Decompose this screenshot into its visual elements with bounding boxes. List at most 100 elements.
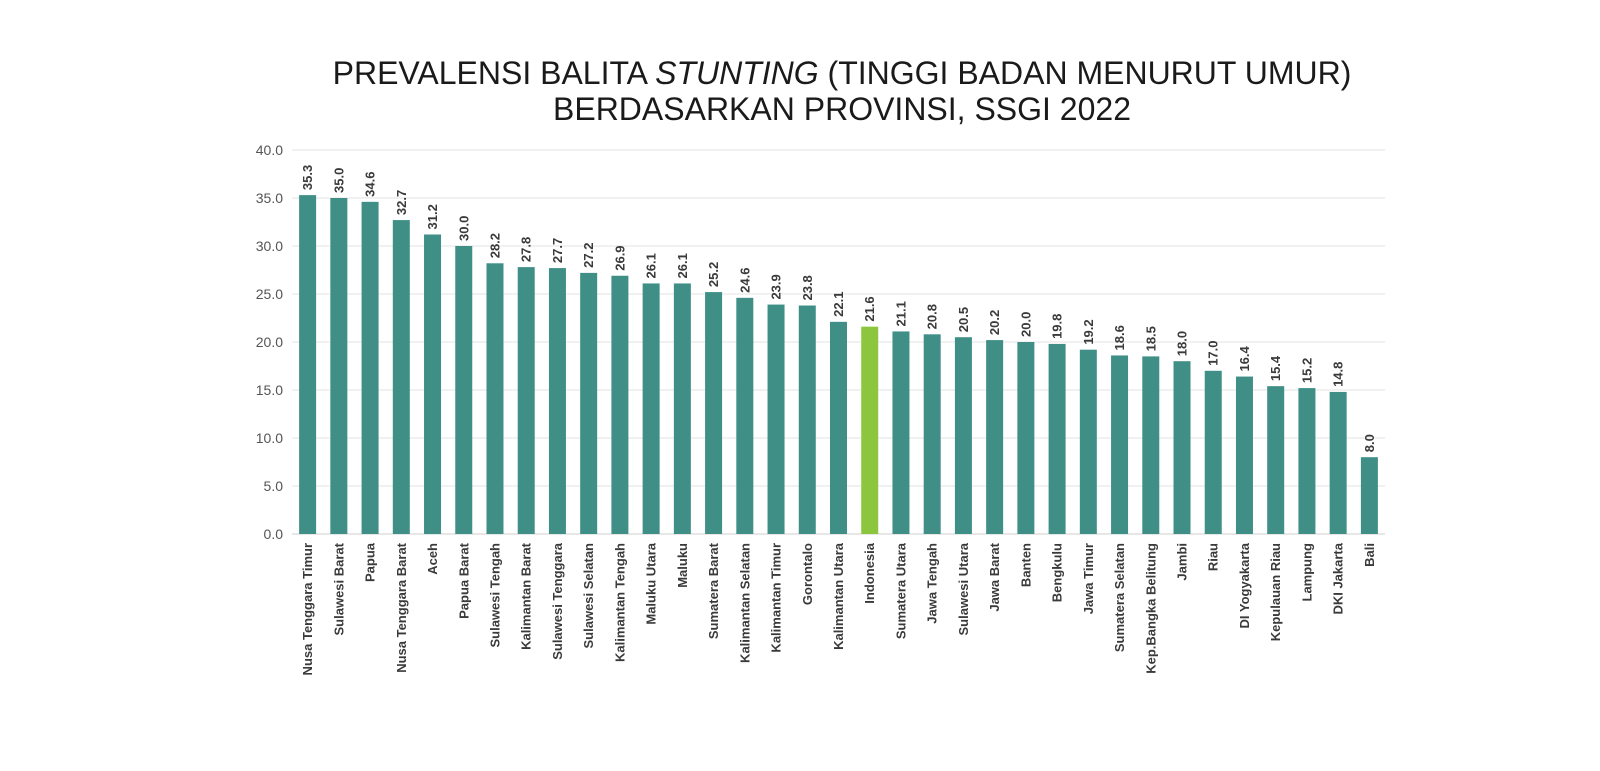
bar xyxy=(611,275,629,534)
value-label: 27.7 xyxy=(550,238,565,263)
category-label: Riau xyxy=(1206,543,1221,571)
y-tick-label: 10.0 xyxy=(256,430,283,446)
value-label: 21.6 xyxy=(862,296,877,321)
y-tick-label: 25.0 xyxy=(256,286,283,302)
category-label: DKI Jakarta xyxy=(1331,542,1346,614)
value-label: 21.1 xyxy=(893,301,908,326)
category-label: Nusa Tenggara Barat xyxy=(394,542,409,672)
category-label: Jawa Tengah xyxy=(925,543,940,624)
value-label: 8.0 xyxy=(1362,434,1377,452)
bar xyxy=(1079,349,1097,534)
y-tick-label: 35.0 xyxy=(256,190,283,206)
bars xyxy=(299,195,1378,535)
category-label: Bali xyxy=(1362,543,1377,567)
value-label: 15.2 xyxy=(1299,358,1314,383)
category-label: Sulawesi Barat xyxy=(331,542,346,635)
bar xyxy=(1298,388,1316,534)
category-label: Kep.Bangka Belitung xyxy=(1143,543,1158,674)
bar xyxy=(1267,386,1285,534)
category-label: Jawa Barat xyxy=(987,542,1002,611)
value-label: 26.1 xyxy=(644,253,659,278)
y-tick-label: 5.0 xyxy=(264,478,284,494)
bar xyxy=(736,297,754,534)
value-label: 30.0 xyxy=(456,216,471,241)
bar xyxy=(1173,361,1191,534)
bar xyxy=(954,337,972,534)
bar xyxy=(1204,370,1222,534)
bar xyxy=(580,272,598,534)
value-labels: 35.3 35.0 34.6 32.7 31.2 30.0 28.2 27.8 27.7 27.2… xyxy=(300,165,1377,452)
category-label: Aceh xyxy=(425,543,440,575)
value-label: 18.0 xyxy=(1175,331,1190,356)
bar xyxy=(923,334,941,534)
bar xyxy=(548,268,566,534)
category-label: Kepulauan Riau xyxy=(1268,543,1283,641)
value-label: 24.6 xyxy=(737,268,752,293)
y-tick-label: 30.0 xyxy=(256,238,283,254)
category-label: Sumatera Barat xyxy=(706,542,721,639)
bar xyxy=(1111,355,1129,534)
category-label: Jawa Timur xyxy=(1081,543,1096,614)
category-label: Nusa Tenggara Timur xyxy=(300,543,315,675)
value-label: 20.2 xyxy=(987,310,1002,335)
category-label: Sulawesi Selatan xyxy=(581,543,596,649)
y-tick-label: 15.0 xyxy=(256,382,283,398)
y-tick-label: 0.0 xyxy=(264,526,284,542)
value-label: 35.0 xyxy=(331,168,346,193)
bar xyxy=(1142,356,1160,534)
value-label: 18.5 xyxy=(1143,326,1158,351)
bar xyxy=(892,331,910,534)
value-label: 22.1 xyxy=(831,292,846,317)
category-label: Kalimantan Barat xyxy=(519,542,534,650)
category-label: Maluku xyxy=(675,543,690,588)
category-label: Papua Barat xyxy=(456,542,471,619)
category-label: DI Yogyakarta xyxy=(1237,542,1252,628)
bar xyxy=(517,267,535,534)
category-label: Sulawesi Tengah xyxy=(487,543,502,648)
value-label: 15.4 xyxy=(1268,355,1283,381)
value-label: 27.2 xyxy=(581,243,596,268)
bar xyxy=(798,305,816,534)
category-label: Lampung xyxy=(1299,543,1314,602)
category-label: Gorontalo xyxy=(800,543,815,605)
value-label: 32.7 xyxy=(394,190,409,215)
category-label: Kalimantan Timur xyxy=(769,543,784,653)
bar xyxy=(455,246,473,534)
category-label: Banten xyxy=(1018,543,1033,587)
bar xyxy=(861,326,879,534)
category-label: Bengkulu xyxy=(1050,543,1065,602)
bar xyxy=(1017,342,1035,534)
category-label: Indonesia xyxy=(862,542,877,603)
bar xyxy=(330,198,348,534)
chart-title-emphasis: STUNTING xyxy=(655,55,819,91)
category-label: Kalimantan Tengah xyxy=(612,543,627,662)
value-label: 14.8 xyxy=(1331,362,1346,387)
value-label: 27.8 xyxy=(519,237,534,262)
value-label: 20.8 xyxy=(925,304,940,329)
y-tick-label: 40.0 xyxy=(256,142,283,158)
value-label: 20.0 xyxy=(1018,312,1033,337)
bar xyxy=(1235,376,1253,534)
bar xyxy=(986,340,1004,534)
category-label: Sumatera Selatan xyxy=(1112,543,1127,652)
chart-title-line2: BERDASARKAN PROVINSI, SSGI 2022 xyxy=(553,91,1131,127)
value-label: 26.9 xyxy=(612,245,627,270)
category-label: Kalimantan Utara xyxy=(831,542,846,650)
bar xyxy=(424,234,442,535)
value-label: 19.8 xyxy=(1050,314,1065,339)
bar xyxy=(361,201,379,534)
y-tick-label: 20.0 xyxy=(256,334,283,350)
category-label: Sulawesi Tenggara xyxy=(550,542,565,660)
value-label: 26.1 xyxy=(675,253,690,278)
chart-title-line1: PREVALENSI BALITA STUNTING (TINGGI BADAN… xyxy=(332,55,1352,91)
bar xyxy=(767,304,785,534)
category-label: Sumatera Utara xyxy=(893,542,908,639)
y-axis-ticks: 0.0 5.0 10.0 15.0 20.0 25.0 30.0 35.0 40.0 xyxy=(256,142,283,542)
value-label: 25.2 xyxy=(706,262,721,287)
bar xyxy=(392,220,410,534)
value-label: 34.6 xyxy=(363,172,378,197)
value-label: 16.4 xyxy=(1237,345,1252,371)
bar xyxy=(1048,343,1066,534)
value-label: 20.5 xyxy=(956,307,971,332)
